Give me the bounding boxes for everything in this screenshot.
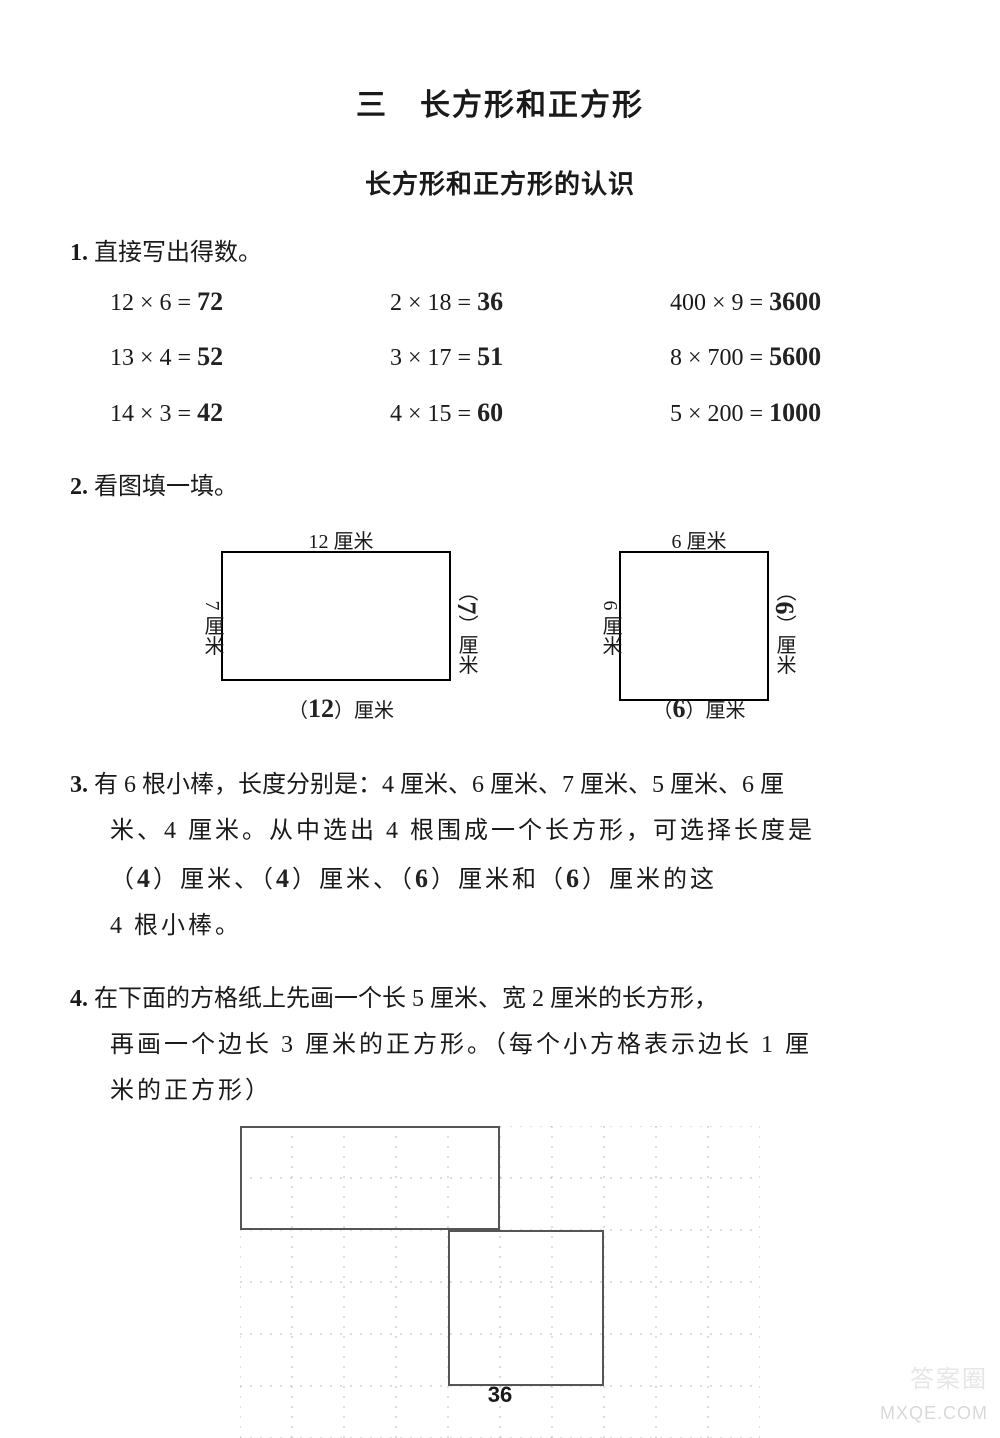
problem-3: 3. 有 6 根小棒，长度分别是：4 厘米、6 厘米、7 厘米、5 厘米、6 厘… [70, 763, 930, 949]
rect1-right-label: （7）厘米 [442, 581, 491, 674]
problem-2-label: 看图填一填。 [94, 474, 238, 500]
equation: 400 × 9 = 3600 [670, 277, 930, 327]
rect-shape-1 [221, 551, 451, 681]
rect2-top-label: 6 厘米 [585, 523, 813, 561]
watermark-en: MXQE.COM [880, 1403, 988, 1424]
p3-body: 米、4 厘米。从中选出 4 根围成一个长方形，可选择长度是 （4）厘米、（4）厘… [110, 809, 930, 950]
equation-answer: 72 [197, 287, 223, 316]
equation-expr: 400 × 9 = [670, 290, 769, 316]
equation-answer: 3600 [769, 287, 821, 316]
equation-answer: 36 [477, 287, 503, 316]
p3-line1: 有 6 根小棒，长度分别是：4 厘米、6 厘米、7 厘米、5 厘米、6 厘 [94, 772, 784, 798]
equation: 3 × 17 = 51 [390, 332, 650, 382]
chapter-title: 三 长方形和正方形 [70, 80, 930, 124]
equation-expr: 5 × 200 = [670, 401, 769, 427]
figure-rectangle: 12 厘米 7 厘米 （7）厘米 （12）厘米 [187, 521, 495, 735]
equation-expr: 4 × 15 = [390, 401, 477, 427]
equation-expr: 3 × 17 = [390, 345, 477, 371]
rect2-right-answer: 6 [770, 601, 799, 614]
p3-line3: （4）厘米、（4）厘米、（6）厘米和（6）厘米的这 [110, 854, 930, 904]
equation-answer: 42 [197, 398, 223, 427]
equation-expr: 8 × 700 = [670, 345, 769, 371]
equation: 2 × 18 = 36 [390, 277, 650, 327]
p3-seg: ）厘米的这 [582, 867, 717, 893]
problem-2-number: 2. [70, 474, 88, 500]
equation: 12 × 6 = 72 [110, 277, 370, 327]
p3-line2: 米、4 厘米。从中选出 4 根围成一个长方形，可选择长度是 [110, 809, 930, 855]
p4-body: 再画一个边长 3 厘米的正方形。（每个小方格表示边长 1 厘 米的正方形） [110, 1023, 930, 1114]
equation-expr: 14 × 3 = [110, 401, 197, 427]
equation-answer: 1000 [769, 398, 821, 427]
figure-square: 6 厘米 6 厘米 （6）厘米 （6）厘米 [585, 521, 813, 735]
equation: 5 × 200 = 1000 [670, 388, 930, 438]
page-number: 36 [0, 1382, 1000, 1408]
equation-expr: 13 × 4 = [110, 345, 197, 371]
problem-1: 1. 直接写出得数。 12 × 6 = 72 2 × 18 = 36 400 × 9… [70, 231, 930, 437]
problem-1-number: 1. [70, 240, 88, 266]
p3-line4: 4 根小棒。 [110, 904, 930, 950]
rect1-top-label: 12 厘米 [187, 523, 495, 561]
equation-expr: 12 × 6 = [110, 290, 197, 316]
p3-ans1: 4 [137, 864, 153, 893]
equation-answer: 60 [477, 398, 503, 427]
rect-shape-2 [619, 551, 769, 701]
rect2-bottom-answer: 6 [673, 694, 686, 723]
p4-line2: 再画一个边长 3 厘米的正方形。（每个小方格表示边长 1 厘 [110, 1023, 930, 1069]
section-title: 长方形和正方形的认识 [70, 164, 930, 201]
problem-4-number: 4. [70, 986, 88, 1012]
equation-answer: 52 [197, 342, 223, 371]
equation-answer: 51 [477, 342, 503, 371]
p4-line1: 在下面的方格纸上先画一个长 5 厘米、宽 2 厘米的长方形， [94, 986, 718, 1012]
p3-paren: （ [110, 867, 137, 893]
rect1-bottom-label: （12）厘米 [187, 684, 495, 733]
p4-line3: 米的正方形） [110, 1069, 930, 1115]
p3-ans4: 6 [566, 864, 582, 893]
rect2-right-label: （6）厘米 [760, 581, 809, 674]
equation-expr: 2 × 18 = [390, 290, 477, 316]
rect1-left-label: 7 厘米 [193, 600, 231, 655]
p3-ans2: 4 [276, 864, 292, 893]
watermark-cn: 答案圈 [910, 1359, 988, 1394]
problem-1-label: 直接写出得数。 [94, 240, 262, 266]
p3-seg: ）厘米和（ [431, 867, 566, 893]
p3-ans3: 6 [415, 864, 431, 893]
equation-grid: 12 × 6 = 72 2 × 18 = 36 400 × 9 = 3600 13 ×… [110, 277, 930, 438]
p3-seg: ）厘米、（ [153, 867, 276, 893]
rect2-bottom-label: （6）厘米 [585, 684, 813, 733]
figure-row: 12 厘米 7 厘米 （7）厘米 （12）厘米 6 厘米 6 厘米 （6）厘米 … [70, 521, 930, 735]
rect1-right-answer: 7 [452, 601, 481, 614]
drawn-rectangle [240, 1126, 500, 1230]
equation: 4 × 15 = 60 [390, 388, 650, 438]
problem-4: 4. 在下面的方格纸上先画一个长 5 厘米、宽 2 厘米的长方形， 再画一个边长… [70, 977, 930, 1438]
rect2-left-label: 6 厘米 [591, 600, 629, 655]
problem-2: 2. 看图填一填。 12 厘米 7 厘米 （7）厘米 （12）厘米 6 厘米 6… [70, 465, 930, 735]
equation: 14 × 3 = 42 [110, 388, 370, 438]
equation: 8 × 700 = 5600 [670, 332, 930, 382]
equation-answer: 5600 [769, 342, 821, 371]
p3-seg: ）厘米、（ [292, 867, 415, 893]
rect1-bottom-answer: 12 [308, 694, 334, 723]
drawn-square [448, 1230, 604, 1386]
equation: 13 × 4 = 52 [110, 332, 370, 382]
problem-3-number: 3. [70, 772, 88, 798]
